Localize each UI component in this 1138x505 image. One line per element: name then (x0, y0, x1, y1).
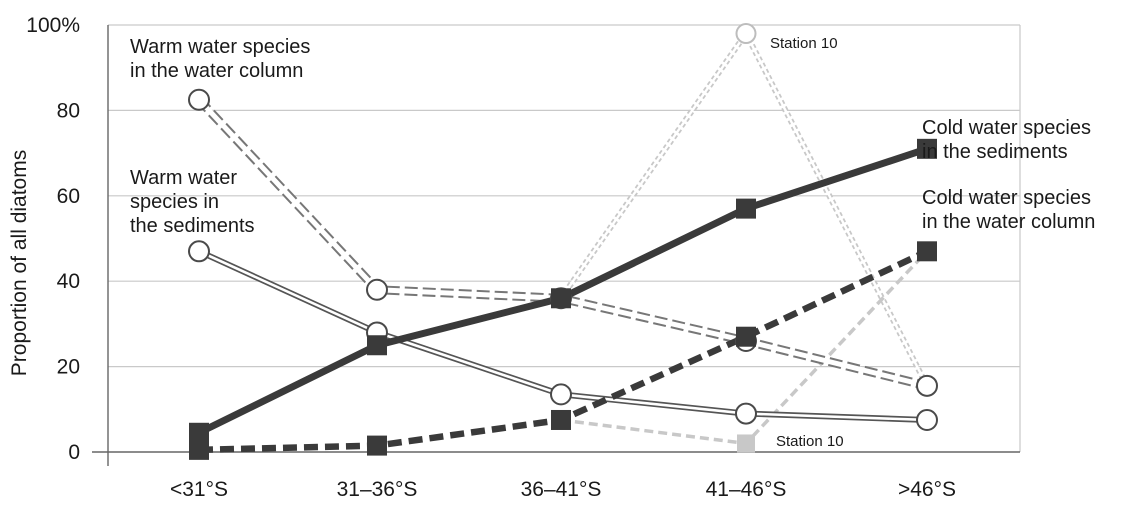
annotations: Proportion of all diatoms Warm water spe… (8, 35, 1095, 450)
data-point (189, 422, 209, 443)
series-label-line: in the water column (130, 60, 303, 82)
axes: 0 20 40 60 80 100% <31°S 31–36°S 36–41°S 41–46°S >… (26, 14, 1020, 501)
y-tick-label: 20 (57, 356, 80, 379)
series-label: Cold water species in the water column (922, 187, 1095, 233)
series-label: Cold water species in the sediments (922, 117, 1091, 163)
series-label-line: Warm water (130, 167, 237, 189)
y-axis-title: Proportion of all diatoms (8, 150, 31, 376)
data-point (188, 88, 210, 111)
data-point (916, 408, 938, 431)
data-point (189, 439, 209, 460)
station-10-label-top: Station 10 (770, 35, 838, 52)
data-point (736, 198, 756, 219)
data-point (736, 326, 756, 347)
series-label: Warm water species in the water column (130, 36, 310, 82)
series-line-inner (197, 98, 928, 389)
data-point (916, 374, 938, 397)
data-point (551, 409, 571, 430)
y-tick-label: 40 (57, 270, 80, 293)
y-tick-label: 60 (57, 185, 80, 208)
data-point (366, 278, 388, 301)
series-line (195, 96, 929, 391)
x-tick-label: 36–41°S (521, 478, 602, 501)
y-tick-label: 100% (26, 14, 80, 37)
series-label-line: Cold water species (922, 117, 1091, 139)
data-point (550, 383, 572, 406)
station-10-label-bottom: Station 10 (776, 433, 844, 450)
data-point (917, 241, 937, 262)
series-label-line: in the sediments (922, 141, 1068, 163)
data-point (367, 335, 387, 356)
x-tick-label: 31–36°S (337, 478, 418, 501)
station-10-warm-marker (735, 23, 757, 45)
data-point (367, 435, 387, 456)
y-tick-label: 80 (57, 99, 80, 122)
series-label-line: Cold water species (922, 187, 1091, 209)
y-tick-label: 0 (68, 441, 80, 464)
station-10-cold-marker (737, 434, 755, 453)
x-tick-label: <31°S (170, 478, 228, 501)
x-tick-label: 41–46°S (706, 478, 787, 501)
series-label-line: the sediments (130, 215, 255, 237)
series-label-line: in the water column (922, 211, 1095, 233)
station-10-lines (558, 27, 930, 446)
series-label-line: species in (130, 191, 219, 213)
series-label: Warm water species in the sediments (130, 167, 255, 237)
data-point (551, 288, 571, 309)
data-point (917, 138, 937, 159)
data-point (735, 402, 757, 425)
x-tick-label: >46°S (898, 478, 956, 501)
series-label-line: Warm water species (130, 36, 310, 58)
series-markers (188, 23, 938, 460)
data-point (188, 240, 210, 263)
